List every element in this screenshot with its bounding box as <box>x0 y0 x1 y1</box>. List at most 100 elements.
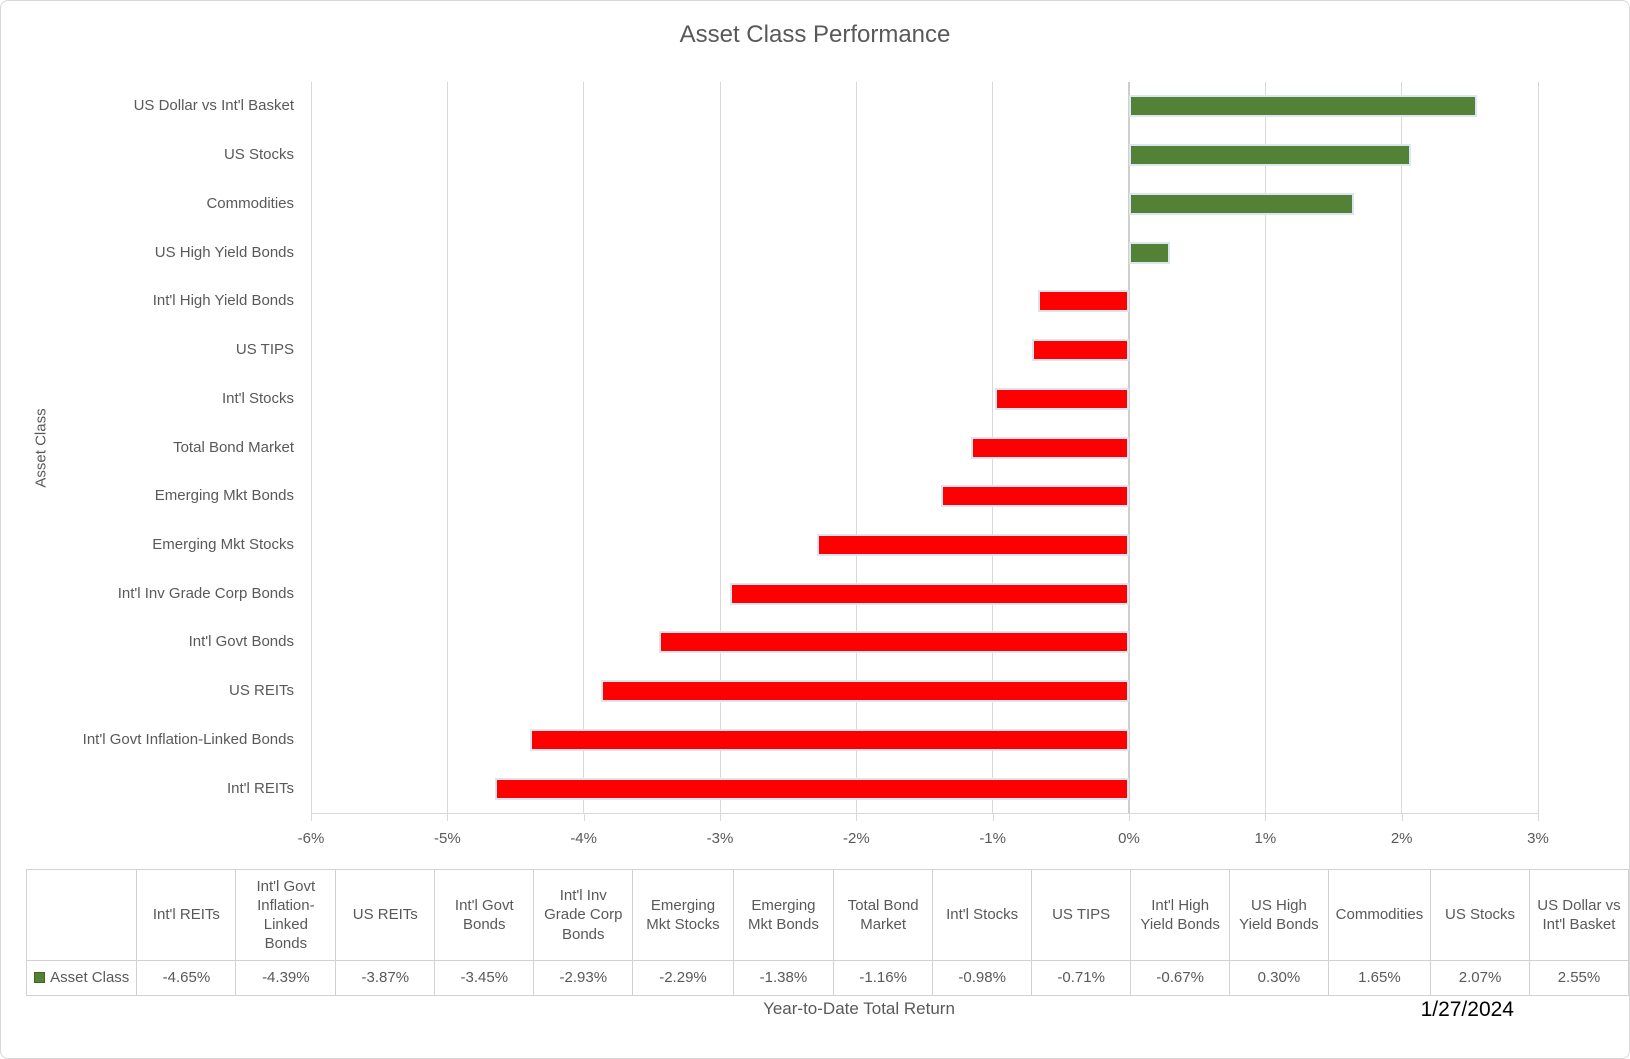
tick-mark <box>992 813 994 821</box>
table-value-emerging-mkt-bonds: -1.38% <box>732 960 835 996</box>
x-tick-label: 0% <box>1118 830 1140 847</box>
bar-int-l-govt-inflation-linked-bonds[interactable] <box>530 728 1129 751</box>
x-tick-label: 3% <box>1527 830 1549 847</box>
category-label-total-bond-market: Total Bond Market <box>173 438 294 456</box>
gridline <box>855 82 857 813</box>
x-axis-title: Year-to-Date Total Return <box>763 999 955 1018</box>
gridline <box>1537 82 1539 813</box>
table-header-commodities: Commodities <box>1327 869 1432 961</box>
x-tick-label: 2% <box>1390 830 1413 847</box>
table-header-int-l-high-yield-bonds: Int'l High Yield Bonds <box>1130 869 1231 961</box>
tick-mark <box>856 813 858 821</box>
legend-cell: Asset Class <box>25 960 138 996</box>
table-value-emerging-mkt-stocks: -2.29% <box>632 960 734 996</box>
category-label-us-tips: US TIPS <box>235 341 294 359</box>
category-label-int-l-reits: Int'l REITs <box>226 779 294 797</box>
gridline <box>446 82 448 813</box>
category-label-int-l-inv-grade-corp-bonds: Int'l Inv Grade Corp Bonds <box>117 584 294 602</box>
category-label-us-stocks: US Stocks <box>223 146 294 164</box>
bar-us-reits[interactable] <box>601 680 1129 703</box>
category-label-int-l-stocks: Int'l Stocks <box>221 389 294 407</box>
table-header-us-reits: US REITs <box>335 869 436 961</box>
table-corner-spacer <box>25 869 138 961</box>
table-value-us-reits: -3.87% <box>335 960 436 996</box>
table-value-int-l-reits: -4.65% <box>136 960 237 996</box>
table-value-int-l-govt-bonds: -3.45% <box>434 960 535 996</box>
table-value-us-high-yield-bonds: 0.30% <box>1229 960 1329 996</box>
table-value-total-bond-market: -1.16% <box>833 960 934 996</box>
table-value-us-tips: -0.71% <box>1031 960 1132 996</box>
category-label-us-high-yield-bonds: US High Yield Bonds <box>154 243 294 261</box>
category-label-us-dollar-vs-int-l-basket: US Dollar vs Int'l Basket <box>133 97 294 115</box>
gridline <box>1401 82 1403 813</box>
zero-axis-line <box>1128 82 1130 813</box>
bar-commodities[interactable] <box>1129 192 1354 215</box>
x-tick-label: -1% <box>979 830 1006 847</box>
bar-us-tips[interactable] <box>1032 339 1129 362</box>
x-tick-label: -4% <box>570 830 597 847</box>
bar-us-stocks[interactable] <box>1129 144 1412 167</box>
bar-int-l-govt-bonds[interactable] <box>658 631 1129 654</box>
category-label-int-l-govt-bonds: Int'l Govt Bonds <box>188 633 294 651</box>
category-label-int-l-govt-inflation-linked-bonds: Int'l Govt Inflation-Linked Bonds <box>82 730 294 748</box>
table-value-int-l-inv-grade-corp-bonds: -2.93% <box>533 960 634 996</box>
x-tick-label: -6% <box>297 830 325 847</box>
table-header-us-dollar-vs-int-l-basket: US Dollar vs Int'l Basket <box>1528 869 1629 961</box>
gridline <box>310 82 312 813</box>
data-table: Int'l REITs Int'l Govt Inflation-Linked B… <box>25 869 1629 996</box>
bar-int-l-high-yield-bonds[interactable] <box>1037 290 1129 313</box>
gridline <box>719 82 721 813</box>
gridline <box>583 82 585 813</box>
x-tick-label: -5% <box>433 830 461 847</box>
table-value-commodities: 1.65% <box>1327 960 1432 996</box>
bar-us-high-yield-bonds[interactable] <box>1129 241 1170 264</box>
table-header-int-l-govt-bonds: Int'l Govt Bonds <box>434 869 535 961</box>
table-header-int-l-govt-inflation-linked-bonds: Int'l Govt Inflation-Linked Bonds <box>235 869 337 961</box>
plot-area <box>310 82 1539 813</box>
bar-emerging-mkt-stocks[interactable] <box>816 533 1129 556</box>
table-header-int-l-inv-grade-corp-bonds: Int'l Inv Grade Corp Bonds <box>533 869 634 961</box>
tick-mark <box>1538 813 1539 821</box>
tick-mark <box>447 813 449 821</box>
table-header-us-stocks: US Stocks <box>1430 869 1530 961</box>
table-header-emerging-mkt-stocks: Emerging Mkt Stocks <box>632 869 734 961</box>
table-header-total-bond-market: Total Bond Market <box>833 869 934 961</box>
table-value-us-dollar-vs-int-l-basket: 2.55% <box>1528 960 1629 996</box>
tick-mark <box>583 813 585 821</box>
x-tick-label: -2% <box>842 830 870 847</box>
tick-mark <box>1265 813 1267 821</box>
table-value-us-stocks: 2.07% <box>1430 960 1530 996</box>
tick-mark <box>720 813 721 821</box>
bar-int-l-stocks[interactable] <box>995 387 1129 410</box>
table-value-int-l-high-yield-bonds: -0.67% <box>1130 960 1231 996</box>
table-header-emerging-mkt-bonds: Emerging Mkt Bonds <box>732 869 835 961</box>
x-axis-line <box>311 813 1539 814</box>
table-header-int-l-stocks: Int'l Stocks <box>932 869 1033 961</box>
table-header-int-l-reits: Int'l REITs <box>136 869 237 961</box>
category-label-commodities: Commodities <box>206 194 294 212</box>
legend-label: Asset Class <box>50 969 130 987</box>
x-tick-label: 1% <box>1254 830 1277 847</box>
tick-mark <box>1401 813 1403 821</box>
table-header-us-high-yield-bonds: US High Yield Bonds <box>1229 869 1329 961</box>
bar-total-bond-market[interactable] <box>970 436 1129 459</box>
bar-us-dollar-vs-int-l-basket[interactable] <box>1129 95 1477 118</box>
tick-mark <box>311 813 312 821</box>
date-label: 1/27/2024 <box>1420 998 1514 1021</box>
chart-title: Asset Class Performance <box>679 21 951 48</box>
x-tick-label: -3% <box>706 830 734 847</box>
bar-int-l-inv-grade-corp-bonds[interactable] <box>729 582 1129 605</box>
series-legend-key-icon <box>34 972 46 984</box>
category-label-us-reits: US REITs <box>228 682 294 700</box>
tick-mark <box>1129 813 1130 821</box>
bar-int-l-reits[interactable] <box>495 777 1129 800</box>
bar-emerging-mkt-bonds[interactable] <box>940 485 1129 508</box>
table-header-us-tips: US TIPS <box>1031 869 1132 961</box>
category-label-int-l-high-yield-bonds: Int'l High Yield Bonds <box>152 292 294 310</box>
category-label-emerging-mkt-bonds: Emerging Mkt Bonds <box>154 487 294 505</box>
gridline <box>1264 82 1266 813</box>
category-label-emerging-mkt-stocks: Emerging Mkt Stocks <box>152 535 294 553</box>
table-value-int-l-stocks: -0.98% <box>932 960 1033 996</box>
table-value-int-l-govt-inflation-linked-bonds: -4.39% <box>235 960 337 996</box>
